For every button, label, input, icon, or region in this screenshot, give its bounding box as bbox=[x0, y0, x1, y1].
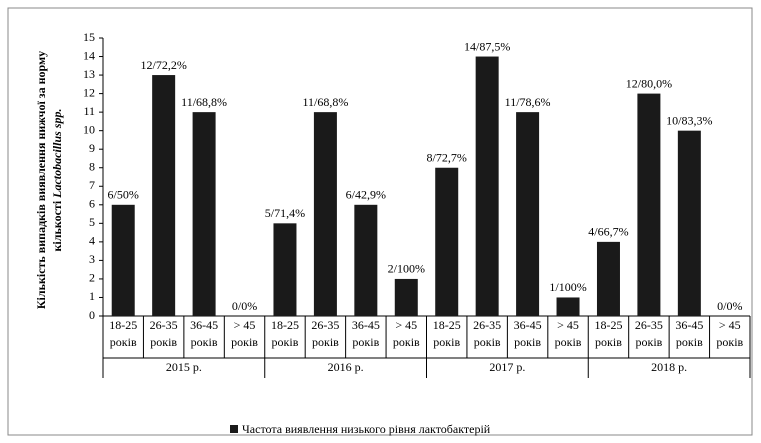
x-tick-label: 26-35 bbox=[311, 318, 339, 332]
y-tick-label: 8 bbox=[89, 159, 95, 173]
bar bbox=[596, 241, 620, 316]
group-label: 2016 р. bbox=[328, 360, 364, 374]
data-label: 10/83,3% bbox=[666, 113, 712, 127]
y-tick-label: 1 bbox=[89, 289, 95, 303]
x-tick-label: років bbox=[352, 335, 379, 349]
x-tick-label: років bbox=[433, 335, 460, 349]
group-label: 2017 р. bbox=[489, 360, 525, 374]
data-label: 14/87,5% bbox=[464, 39, 510, 53]
legend-swatch bbox=[230, 425, 238, 433]
x-tick-label: 18-25 bbox=[271, 318, 299, 332]
x-tick-label: років bbox=[595, 335, 622, 349]
bar bbox=[313, 112, 337, 316]
bar bbox=[637, 93, 661, 316]
x-tick-label: 36-45 bbox=[514, 318, 542, 332]
x-tick-label: років bbox=[393, 335, 420, 349]
x-tick-label: років bbox=[716, 335, 743, 349]
x-tick-label: років bbox=[272, 335, 299, 349]
x-tick-label: 36-45 bbox=[352, 318, 380, 332]
y-tick-label: 10 bbox=[83, 122, 95, 136]
bar bbox=[677, 130, 701, 316]
y-tick-label: 3 bbox=[89, 252, 95, 266]
y-tick-label: 0 bbox=[89, 308, 95, 322]
x-tick-label: 26-35 bbox=[635, 318, 663, 332]
data-label: 6/42,9% bbox=[346, 188, 386, 202]
group-label: 2015 р. bbox=[166, 360, 202, 374]
data-label: 0/0% bbox=[717, 299, 742, 313]
x-tick-label: 36-45 bbox=[675, 318, 703, 332]
bar bbox=[556, 297, 580, 316]
legend-label: Частота виявлення низького рівня лактоба… bbox=[242, 422, 491, 436]
x-tick-label: 18-25 bbox=[594, 318, 622, 332]
y-tick-label: 2 bbox=[89, 271, 95, 285]
data-label: 0/0% bbox=[232, 299, 257, 313]
x-tick-label: > 45 bbox=[234, 318, 256, 332]
y-tick-label: 15 bbox=[83, 30, 95, 44]
y-tick-label: 6 bbox=[89, 197, 95, 211]
data-label: 11/78,6% bbox=[505, 95, 551, 109]
data-label: 4/66,7% bbox=[588, 225, 628, 239]
x-tick-label: років bbox=[555, 335, 582, 349]
data-label: 5/71,4% bbox=[265, 206, 305, 220]
x-tick-label: 26-35 bbox=[473, 318, 501, 332]
bar bbox=[354, 204, 378, 316]
bar bbox=[394, 278, 418, 316]
y-tick-label: 5 bbox=[89, 215, 95, 229]
data-label: 12/72,2% bbox=[140, 58, 186, 72]
x-tick-label: років bbox=[635, 335, 662, 349]
y-tick-label: 12 bbox=[83, 85, 95, 99]
bar bbox=[475, 56, 499, 317]
group-label: 2018 р. bbox=[651, 360, 687, 374]
x-tick-label: 36-45 bbox=[190, 318, 218, 332]
bar bbox=[273, 223, 297, 316]
data-label: 8/72,7% bbox=[427, 150, 467, 164]
x-tick-label: > 45 bbox=[557, 318, 579, 332]
x-tick-label: 26-35 bbox=[150, 318, 178, 332]
y-tick-label: 4 bbox=[89, 234, 95, 248]
x-tick-label: років bbox=[514, 335, 541, 349]
y-tick-label: 7 bbox=[89, 178, 95, 192]
bar bbox=[435, 167, 459, 316]
data-label: 11/68,8% bbox=[181, 95, 227, 109]
x-tick-label: 18-25 bbox=[433, 318, 461, 332]
x-tick-label: років bbox=[191, 335, 218, 349]
y-tick-label: 9 bbox=[89, 141, 95, 155]
data-label: 6/50% bbox=[108, 188, 139, 202]
x-tick-label: років bbox=[150, 335, 177, 349]
y-axis-label: кількості Lactobacillus spp. bbox=[50, 109, 64, 252]
data-label: 1/100% bbox=[549, 280, 586, 294]
y-axis-label: Кількість випадків виявлення нижчої за н… bbox=[34, 51, 48, 309]
x-tick-label: > 45 bbox=[719, 318, 741, 332]
x-tick-label: років bbox=[312, 335, 339, 349]
chart-border bbox=[7, 7, 753, 436]
data-label: 12/80,0% bbox=[626, 76, 672, 90]
x-tick-label: 18-25 bbox=[109, 318, 137, 332]
x-tick-label: років bbox=[474, 335, 501, 349]
bar bbox=[111, 204, 135, 316]
y-tick-label: 14 bbox=[83, 48, 95, 62]
x-tick-label: років bbox=[231, 335, 258, 349]
data-label: 11/68,8% bbox=[302, 95, 348, 109]
y-tick-label: 13 bbox=[83, 67, 95, 81]
data-label: 2/100% bbox=[388, 262, 425, 276]
bar bbox=[152, 75, 176, 316]
x-tick-label: років bbox=[110, 335, 137, 349]
y-tick-label: 11 bbox=[83, 104, 95, 118]
x-tick-label: > 45 bbox=[395, 318, 417, 332]
bar bbox=[192, 112, 216, 316]
bar bbox=[516, 112, 540, 316]
x-tick-label: років bbox=[676, 335, 703, 349]
